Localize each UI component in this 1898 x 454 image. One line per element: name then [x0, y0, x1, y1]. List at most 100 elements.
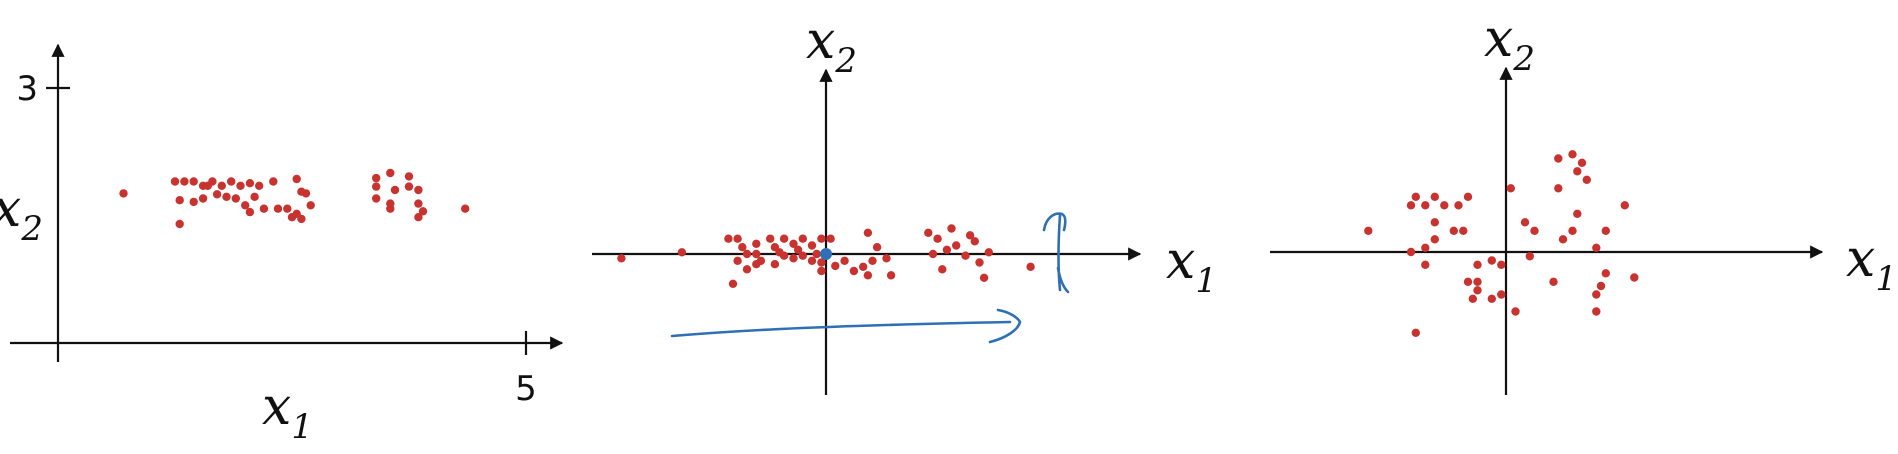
p3-x-axis-label: x1 [1846, 229, 1897, 299]
p3-y-axis-label: x2 [1484, 9, 1535, 79]
p3-point [1601, 269, 1611, 278]
p2-point [817, 234, 826, 243]
p2-point [859, 262, 868, 271]
p3-points [1364, 150, 1639, 337]
p2-point [952, 241, 961, 250]
p3-point [1449, 226, 1459, 235]
p3-point [1454, 201, 1463, 210]
panel-2-centered-data: x1 x2 [592, 11, 1217, 395]
p3-point [1558, 235, 1568, 244]
p1-point [189, 177, 198, 186]
p2-point [942, 245, 952, 254]
p2-point [742, 265, 752, 274]
p2-points [617, 224, 1035, 288]
p3-point [1506, 184, 1516, 193]
p3-point [1459, 226, 1468, 235]
p1-point [212, 190, 222, 199]
p3-point [1549, 277, 1558, 286]
p1-point [222, 192, 231, 201]
p2-point [840, 256, 849, 265]
p2-point [928, 249, 938, 259]
p1-point [418, 207, 428, 216]
p3-point [1592, 243, 1601, 252]
p3-point [1630, 273, 1639, 282]
p2-point [724, 234, 733, 243]
p2-point [947, 224, 956, 233]
p1-point [404, 182, 414, 191]
panel-3-normalized-data: x1 x2 [1270, 9, 1897, 395]
p1-point [255, 181, 264, 190]
p2-point [975, 258, 984, 267]
p1-point [297, 214, 306, 224]
p1-point [119, 189, 128, 198]
p2-point [807, 241, 817, 250]
p1-point [283, 204, 292, 213]
p3-point [1463, 277, 1473, 286]
p1-point [241, 201, 250, 210]
p2-x-axis-label: x1 [1166, 231, 1217, 301]
p3-point [1568, 226, 1577, 235]
p2-point [733, 256, 742, 265]
p2-point [617, 254, 626, 263]
p1-point [175, 196, 184, 205]
p2-point [872, 243, 882, 252]
p2-point [779, 251, 789, 260]
p1-point [273, 204, 283, 213]
p3-point [1473, 260, 1482, 269]
p2-point [933, 234, 942, 243]
p2-point [742, 249, 752, 259]
p2-point [733, 234, 742, 243]
p3-point [1530, 226, 1539, 235]
p1-point [236, 181, 245, 190]
p1-x-tick-label: 5 [515, 369, 537, 409]
p3-point [1421, 243, 1430, 252]
p1-point [259, 204, 269, 213]
p2-point [924, 228, 933, 237]
p3-point [1520, 218, 1530, 227]
p1-point [245, 207, 255, 217]
p1-point [414, 185, 423, 195]
p1-point [180, 177, 189, 186]
p2-point [817, 266, 826, 276]
p1-point [231, 194, 240, 203]
p1-point [386, 168, 395, 178]
p1-point [372, 173, 381, 183]
p2-point [882, 254, 891, 263]
p2-point [965, 231, 975, 240]
p1-y-tick-label: 3 [16, 69, 38, 109]
p2-point [812, 249, 821, 259]
p3-point [1473, 286, 1482, 295]
p2-point [826, 234, 835, 243]
p2-y-axis-label: x2 [806, 11, 857, 81]
p1-point [217, 181, 226, 190]
p3-point [1440, 201, 1449, 210]
p2-point [728, 279, 738, 288]
p3-point [1568, 150, 1577, 159]
p1-point [269, 177, 278, 186]
p3-point [1497, 290, 1506, 299]
p3-point [1473, 277, 1482, 286]
p3-point [1430, 192, 1440, 201]
p2-point [752, 260, 761, 269]
p2-point [789, 239, 798, 248]
p2-point [770, 260, 780, 269]
p1-point [390, 185, 400, 195]
p2-point [738, 243, 747, 252]
p3-point [1596, 281, 1606, 291]
p3-point [1430, 235, 1440, 244]
p2-point [984, 248, 993, 257]
p3-point [1601, 226, 1611, 235]
p1-point [292, 174, 301, 184]
p2-point [677, 248, 687, 257]
p1-point [372, 182, 381, 191]
p2-point [793, 245, 803, 254]
p1-point [287, 213, 297, 222]
p3-point [1577, 158, 1587, 167]
p2-point [798, 251, 807, 260]
p1-point [227, 177, 236, 186]
p3-point [1411, 328, 1421, 337]
p1-point [306, 201, 315, 210]
p3-point [1525, 252, 1535, 261]
p3-point [1463, 192, 1473, 201]
p3-point [1411, 192, 1421, 201]
